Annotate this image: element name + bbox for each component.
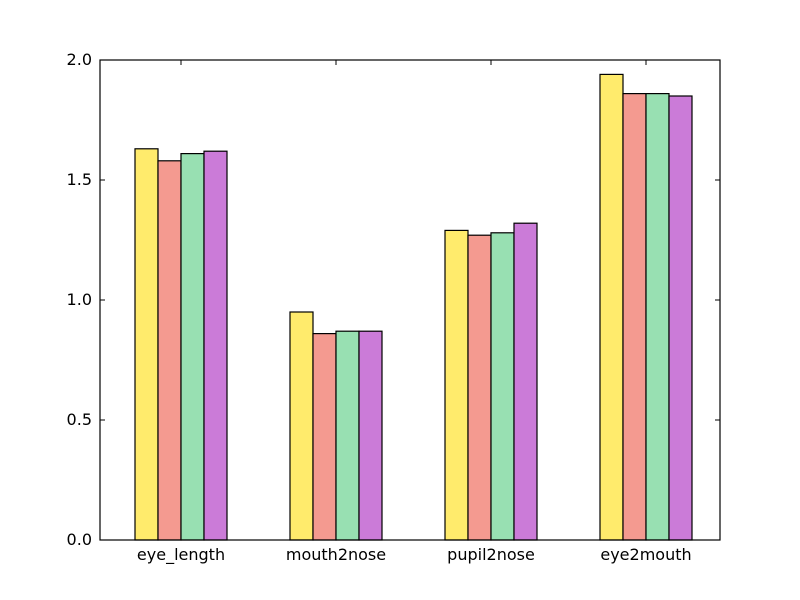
y-tick-label: 1.0	[67, 290, 92, 309]
bar-mouth2nose-series-2	[312, 333, 337, 541]
x-tick-label: eye2mouth	[600, 545, 691, 564]
y-tick-label: 1.5	[67, 170, 92, 189]
bar-eye_length-series-3	[180, 153, 205, 541]
bar-eye_length-series-1	[134, 148, 159, 541]
x-tick-label: eye_length	[137, 545, 225, 565]
x-tick-label: mouth2nose	[286, 545, 386, 564]
bar-eye_length-series-2	[157, 160, 182, 541]
bar-pupil2nose-series-3	[490, 232, 515, 541]
bar-pupil2nose-series-2	[467, 234, 492, 541]
y-tick-label: 0.0	[67, 530, 92, 549]
x-tick-label: pupil2nose	[447, 545, 535, 564]
plot-frame	[99, 59, 721, 541]
x-axis-ticks: eye_length mouth2nose pupil2nose eye2mouth	[137, 60, 692, 565]
bar-eye2mouth-series-2	[622, 92, 647, 541]
bar-eye_length-series-4	[203, 150, 228, 541]
bars-layer	[134, 73, 693, 541]
bar-eye2mouth-series-3	[645, 92, 670, 541]
bar-mouth2nose-series-4	[358, 330, 383, 541]
bar-mouth2nose-series-3	[335, 330, 360, 541]
bar-pupil2nose-series-4	[513, 222, 538, 541]
y-axis-ticks: 0.0 0.5 1.0 1.5 2.0	[67, 50, 720, 549]
bar-mouth2nose-series-1	[289, 311, 314, 541]
y-tick-label: 0.5	[67, 410, 92, 429]
bar-pupil2nose-series-1	[444, 229, 469, 541]
y-tick-label: 2.0	[67, 50, 92, 69]
bar-eye2mouth-series-1	[599, 73, 624, 541]
bar-eye2mouth-series-4	[668, 95, 693, 541]
